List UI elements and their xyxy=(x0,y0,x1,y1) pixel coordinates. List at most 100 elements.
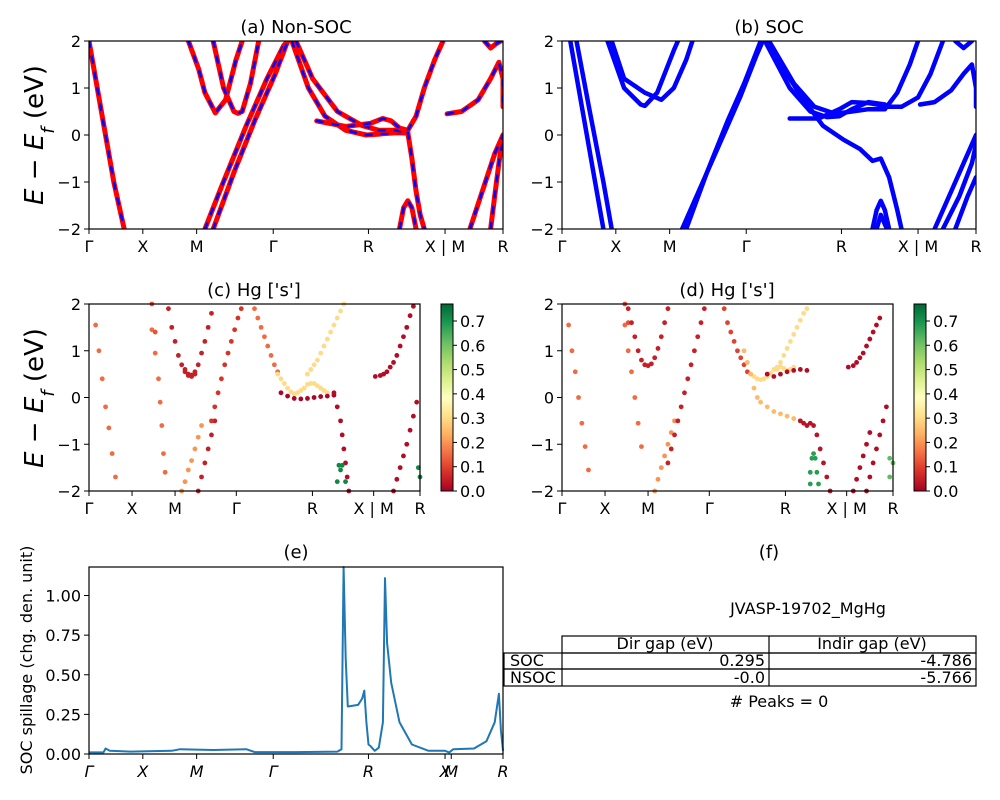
c-weight-point xyxy=(285,385,290,391)
panel-b-bandstructure: −2 −1 0 1 2 Γ X M Γ R X | M R xyxy=(530,32,981,256)
c-weight-point xyxy=(285,393,290,399)
cbar-d-tick-label: 0.4 xyxy=(933,385,958,404)
c-weight-point xyxy=(172,339,178,344)
d-weight-point xyxy=(867,430,873,435)
d-weight-point xyxy=(569,348,575,354)
c-xtick-label: X | M xyxy=(353,499,393,518)
a-ytick-label: −2 xyxy=(57,220,81,239)
a-band-line xyxy=(445,60,503,116)
b-band-line xyxy=(683,41,763,229)
d-weight-point xyxy=(814,432,820,438)
c-weight-point xyxy=(252,306,257,312)
d-weight-point xyxy=(685,376,691,382)
cbar-c-tick-label: 0.7 xyxy=(460,312,485,331)
c-weight-point xyxy=(175,353,181,358)
cbar-c-tick-label: 0.0 xyxy=(460,482,485,501)
d-weight-point xyxy=(658,334,664,340)
a-xtick-label: M xyxy=(190,237,204,256)
b-band-line xyxy=(605,41,681,109)
d-weight-point xyxy=(854,476,859,482)
cbar-d-tick-label: 0.7 xyxy=(933,312,958,331)
b-ytick-label: 2 xyxy=(544,32,554,51)
d-weight-point xyxy=(572,369,578,375)
cbar-d-tick-label: 0.3 xyxy=(933,409,958,428)
d-weight-point xyxy=(688,362,694,368)
c-weight-point xyxy=(394,476,400,482)
a-ytick-label: −1 xyxy=(57,173,81,192)
c-weight-point xyxy=(258,324,264,330)
panel-e-title: (e) xyxy=(283,542,308,563)
b-band-line xyxy=(932,132,976,229)
c-weight-point xyxy=(228,339,234,344)
d-weight-point xyxy=(880,418,886,424)
c-weight-point xyxy=(212,418,218,424)
a-xtick-label: R xyxy=(497,237,508,256)
d-xtick-label: M xyxy=(641,499,655,518)
c-weight-point xyxy=(152,329,158,335)
d-weight-point xyxy=(632,334,638,340)
c-weight-point xyxy=(328,329,334,335)
d-weight-point xyxy=(864,441,869,447)
d-weight-point xyxy=(665,306,671,312)
e-ytick-label: 1.00 xyxy=(45,587,81,606)
d-weight-point xyxy=(695,334,701,340)
d-weight-point xyxy=(639,357,644,363)
c-weight-point xyxy=(338,308,343,314)
peaks-count: # Peaks = 0 xyxy=(730,692,829,711)
c-weight-point xyxy=(338,418,343,424)
c-weight-point xyxy=(195,434,201,440)
d-weight-point xyxy=(811,423,816,428)
cbar-c-gradient xyxy=(440,303,454,492)
d-weight-point xyxy=(652,355,658,361)
d-weight-point xyxy=(662,453,668,459)
d-weight-point xyxy=(725,320,730,326)
c-weight-point xyxy=(199,474,204,480)
b-xtick-label: R xyxy=(836,237,847,256)
c-weight-point xyxy=(202,339,208,344)
c-ytick-label: −2 xyxy=(57,482,81,501)
d-weight-point xyxy=(870,329,876,335)
c-ytick-label: −1 xyxy=(57,435,81,454)
panel-d-title: (d) Hg ['s'] xyxy=(679,280,774,301)
cbar-c-tick-label: 0.4 xyxy=(460,385,485,404)
cbar-c-tick-label: 0.1 xyxy=(460,458,485,477)
c-weight-point xyxy=(278,390,284,396)
b-xtick-label: M xyxy=(663,237,677,256)
d-weight-point xyxy=(867,474,873,480)
cbar-c-tick-label: 0.3 xyxy=(460,409,485,428)
d-xtick-label: R xyxy=(780,499,791,518)
d-weight-point xyxy=(625,320,631,326)
d-weight-point xyxy=(804,306,810,312)
b-band-line xyxy=(953,41,975,51)
cbar-d-tick-label: 0.0 xyxy=(933,482,958,501)
c-weight-point xyxy=(99,376,105,382)
a-band-line xyxy=(468,133,503,229)
c-weight-point xyxy=(384,369,390,375)
c-weight-point xyxy=(334,404,340,410)
b-band-line xyxy=(568,41,606,229)
e-xtick-label: R xyxy=(363,762,374,781)
c-weight-point xyxy=(103,404,108,410)
col-header-dir: Dir gap (eV) xyxy=(617,634,714,653)
d-weight-point xyxy=(771,374,777,379)
a-band-line xyxy=(406,131,426,229)
c-weight-point xyxy=(318,394,324,399)
d-weight-point xyxy=(807,469,813,475)
c-weight-point xyxy=(410,303,416,309)
nsoc-indir-gap: -5.766 xyxy=(920,668,972,687)
c-weight-point xyxy=(291,396,297,401)
a-band-line xyxy=(405,130,427,229)
a-xtick-label: X | M xyxy=(425,237,465,256)
e-axes-frame xyxy=(88,566,504,755)
c-weight-point xyxy=(192,371,198,377)
c-axes-frame xyxy=(88,303,421,492)
d-weight-point xyxy=(632,395,638,400)
c-weight-point xyxy=(341,446,347,452)
c-weight-point xyxy=(404,324,410,330)
b-xtick-label: X | M xyxy=(898,237,938,256)
e-ytick-label: 0.25 xyxy=(45,705,81,724)
d-weight-point xyxy=(721,306,727,312)
d-weight-point xyxy=(807,481,813,487)
d-weight-point xyxy=(778,360,783,365)
e-xtick-label: R xyxy=(497,762,508,781)
